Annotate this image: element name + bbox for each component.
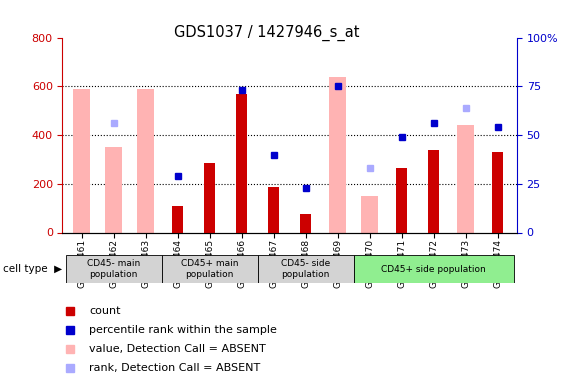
Bar	[204, 163, 215, 232]
Text: rank, Detection Call = ABSENT: rank, Detection Call = ABSENT	[89, 363, 260, 372]
Bar	[66, 255, 162, 283]
Text: CD45+ main
population: CD45+ main population	[181, 260, 239, 279]
Bar	[172, 206, 183, 232]
Bar	[329, 76, 346, 232]
Bar	[396, 168, 407, 232]
Bar	[428, 150, 439, 232]
Bar	[268, 188, 279, 232]
Bar	[300, 214, 311, 232]
Text: GDS1037 / 1427946_s_at: GDS1037 / 1427946_s_at	[174, 24, 360, 40]
Bar	[361, 196, 378, 232]
Bar	[354, 255, 513, 283]
Text: percentile rank within the sample: percentile rank within the sample	[89, 325, 277, 335]
Text: CD45- side
population: CD45- side population	[281, 260, 331, 279]
Bar	[73, 89, 90, 232]
Bar	[492, 152, 503, 232]
Text: cell type  ▶: cell type ▶	[3, 264, 62, 274]
Text: count: count	[89, 306, 120, 316]
Bar	[162, 255, 258, 283]
Bar	[457, 125, 474, 232]
Bar	[258, 255, 354, 283]
Text: CD45+ side population: CD45+ side population	[381, 265, 486, 274]
Text: CD45- main
population: CD45- main population	[87, 260, 140, 279]
Text: value, Detection Call = ABSENT: value, Detection Call = ABSENT	[89, 344, 266, 354]
Bar	[105, 147, 123, 232]
Bar	[236, 94, 247, 232]
Bar	[137, 89, 154, 232]
